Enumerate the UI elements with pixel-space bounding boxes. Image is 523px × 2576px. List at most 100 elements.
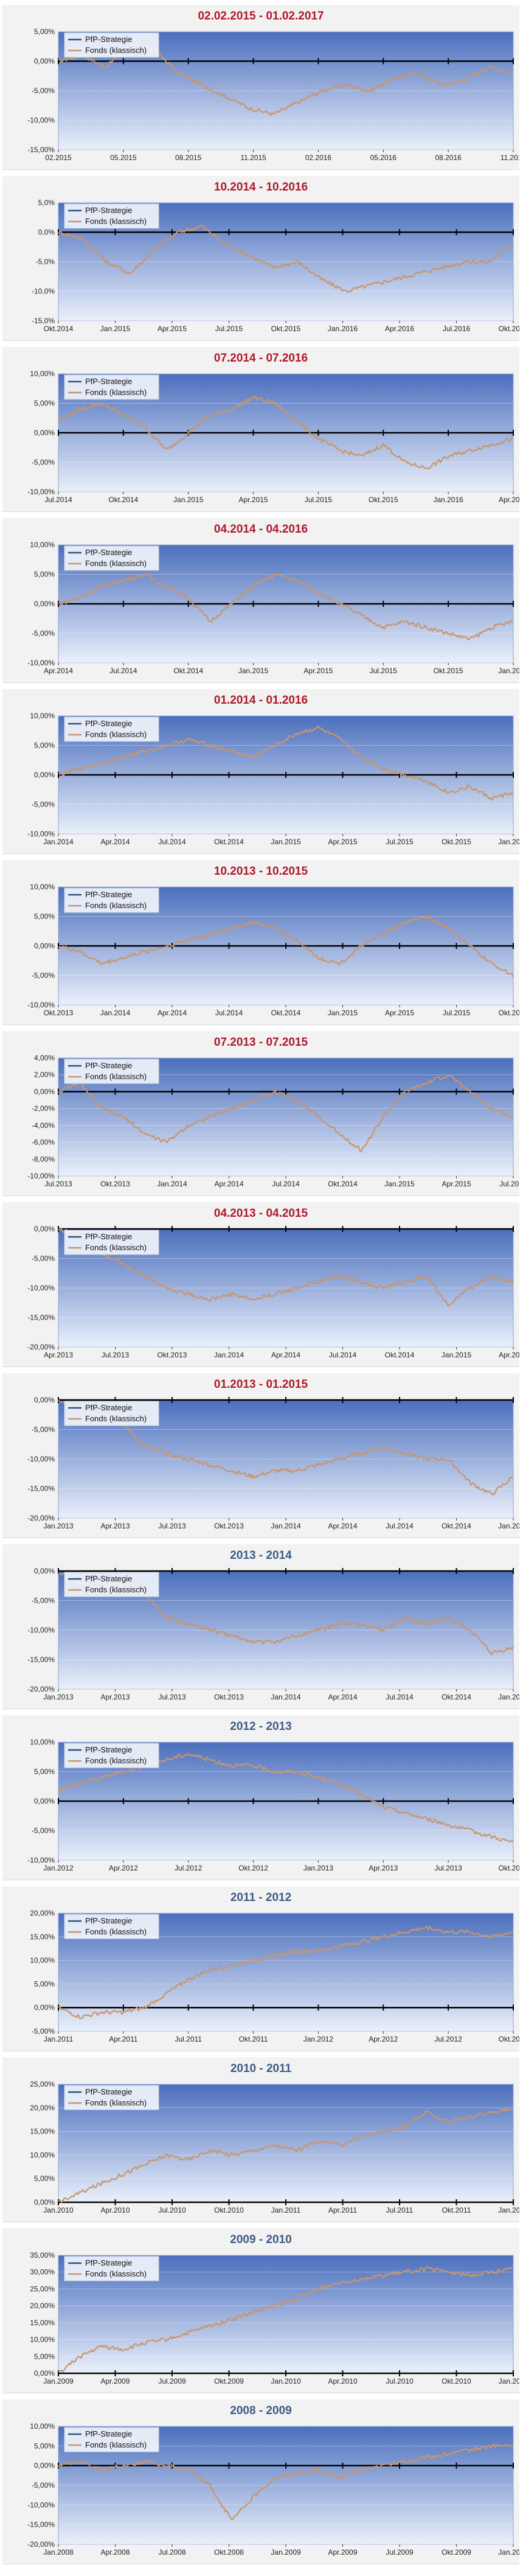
legend-label-fund: Fonds (klassisch) [85, 388, 147, 397]
y-tick-label: 15,00% [30, 2127, 55, 2136]
legend-box [64, 1059, 159, 1084]
y-tick-label: 0,00% [34, 600, 55, 608]
legend-label-strategy: PfP-Strategie [85, 1061, 132, 1070]
legend: PfP-Strategie Fonds (klassisch) [64, 374, 159, 400]
legend-label-strategy: PfP-Strategie [85, 719, 132, 728]
x-tick-label: Apr.2015 [158, 324, 187, 333]
chart-panel: 04.2014 - 04.2016 10,00% 5,00% 0,00% -5,00% -… [2, 518, 519, 683]
x-tick-label: Apr.2013 [44, 1351, 73, 1359]
x-tick-label: Okt.2013 [100, 1180, 130, 1188]
y-tick-label: -20,00% [27, 1685, 55, 1693]
legend-box [64, 1572, 159, 1597]
chart-panel: 2013 - 2014 0,00% -5,00% -10,00% -15,00% -20,… [2, 1544, 519, 1709]
x-tick-label: Apr.2015 [239, 495, 268, 504]
x-tick-label: Okt.2013 [44, 1009, 74, 1017]
y-tick-label: 5,00% [34, 912, 55, 921]
chart-title: 04.2013 - 04.2015 [213, 1207, 308, 1220]
fund-series-line [58, 1074, 514, 1152]
x-tick-label: Apr.2008 [100, 2548, 130, 2557]
legend-label-fund: Fonds (klassisch) [85, 1585, 147, 1594]
legend-label-fund: Fonds (klassisch) [85, 1756, 147, 1765]
legend-label-fund: Fonds (klassisch) [85, 1927, 147, 1936]
y-tick-label: 5,00% [34, 1979, 55, 1988]
y-tick-label: -10,00% [27, 1284, 55, 1292]
chart-panel: 2012 - 2013 10,00% 5,00% 0,00% -5,00% -10,00%… [2, 1715, 519, 1880]
y-tick-label: -15,00% [27, 2521, 55, 2529]
line-chart: 20,00%15,00%10,00%5,00%0,00%-5,00%Jan.20… [30, 1909, 519, 2043]
legend-label-strategy: PfP-Strategie [85, 1403, 132, 1412]
x-tick-label: Apr.2016 [385, 324, 414, 333]
line-chart: 4,00% 2,00% 0,00% -2,00% -4,00% -6,00% -8,00% -… [27, 1054, 519, 1188]
x-tick-label: Apr.2014 [214, 1180, 243, 1188]
legend: PfP-Strategie Fonds (klassisch) [64, 1401, 159, 1426]
x-tick-label: Jan.2009 [43, 2377, 74, 2385]
legend-label-fund: Fonds (klassisch) [85, 46, 147, 55]
chart-title: 04.2014 - 04.2016 [213, 523, 308, 536]
x-tick-label: Jul.2013 [158, 1522, 186, 1530]
x-tick-label: Apr.2009 [328, 2548, 357, 2557]
x-tick-label: Jan.2013 [43, 1693, 74, 1701]
y-tick-label: 0,00% [34, 1797, 55, 1805]
y-tick-label: -20,00% [27, 1343, 55, 1351]
legend: PfP-Strategie Fonds (klassisch) [64, 1914, 159, 1939]
fund-series-line [58, 725, 514, 801]
y-tick-label: 5,00% [34, 570, 55, 579]
x-tick-label: Apr.2009 [100, 2377, 130, 2385]
chart-title: 07.2014 - 07.2016 [213, 352, 308, 365]
x-tick-label: Jan.2015 [100, 324, 131, 333]
x-tick-label: Jul.2008 [158, 2548, 186, 2557]
x-tick-label: Jan.2014 [271, 1522, 301, 1530]
x-tick-label: Jul.2013 [102, 1351, 130, 1359]
chart-title: 2012 - 2013 [230, 1720, 292, 1733]
y-tick-label: -5,00% [32, 800, 55, 809]
x-tick-label: Apr.2014 [328, 1522, 357, 1530]
x-tick-label: Jul.2010 [386, 2377, 414, 2385]
x-tick-label: Jan.2014 [271, 1693, 301, 1701]
y-tick-label: 5,00% [34, 2352, 55, 2361]
chart-title: 07.2013 - 07.2015 [213, 1036, 308, 1049]
fund-series-line [58, 915, 514, 978]
y-tick-label: -20,00% [27, 1514, 55, 1522]
x-tick-label: Okt.2015 [271, 324, 301, 333]
x-tick-label: Jan.2013 [303, 1864, 334, 1872]
x-tick-label: Okt.2014 [173, 667, 203, 675]
y-tick-label: 5,00% [34, 2441, 55, 2450]
y-tick-label: -4,00% [32, 1121, 55, 1130]
y-tick-label: 35,00% [30, 2251, 55, 2259]
x-tick-label: Okt.2014 [328, 1180, 358, 1188]
x-tick-label: Okt.2014 [214, 838, 244, 846]
x-tick-label: Okt.2015 [442, 838, 471, 846]
y-tick-label: 5,00% [34, 741, 55, 750]
y-tick-label: -15,00% [27, 1656, 55, 1664]
legend: PfP-Strategie Fonds (klassisch) [64, 32, 159, 58]
line-chart: 0,00% -5,00% -10,00% -15,00% -20,00%Jan.2013… [27, 1567, 519, 1701]
x-tick-label: Jan.2011 [499, 2377, 519, 2385]
legend: PfP-Strategie Fonds (klassisch) [64, 2256, 159, 2281]
legend: PfP-Strategie Fonds (klassisch) [64, 2427, 159, 2452]
x-tick-label: 11.2016 [500, 153, 519, 162]
legend-label-fund: Fonds (klassisch) [85, 901, 147, 910]
y-tick-label: 2,00% [34, 1071, 55, 1079]
x-tick-label: Jan.2011 [271, 2206, 301, 2214]
y-tick-label: 10,00% [30, 541, 55, 549]
y-tick-label: 25,00% [30, 2080, 55, 2088]
legend-label-fund: Fonds (klassisch) [85, 1414, 147, 1423]
x-tick-label: Jul.2011 [175, 2035, 202, 2043]
x-tick-label: Jan.2016 [328, 324, 358, 333]
legend-box [64, 1230, 159, 1255]
y-tick-label: 10,00% [30, 1738, 55, 1746]
x-tick-label: Okt.2012 [238, 1864, 268, 1872]
fund-series-line [58, 572, 514, 640]
x-tick-label: Okt.2013 [214, 1522, 244, 1530]
chart-panel: 01.2014 - 01.2016 10,00% 5,00% 0,00% -5,00% -… [2, 689, 519, 854]
legend-box [64, 716, 159, 742]
x-tick-label: Okt.2016 [499, 324, 519, 333]
line-chart: 10,00% 5,00% 0,00% -5,00% -10,00%Jan.2012 Apr… [27, 1738, 519, 1872]
y-tick-label: -5,00% [32, 2027, 55, 2035]
legend-label-strategy: PfP-Strategie [85, 35, 132, 44]
x-tick-label: Apr.2014 [271, 1351, 300, 1359]
x-tick-label: Jul.2009 [386, 2548, 414, 2557]
y-tick-label: 10,00% [30, 883, 55, 891]
x-tick-label: Jul.2013 [44, 1180, 72, 1188]
